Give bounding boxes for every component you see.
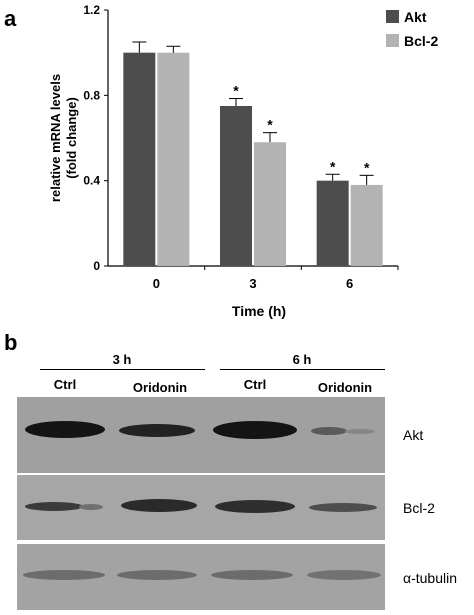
bar-akt	[220, 106, 252, 266]
significance-marker: *	[267, 117, 273, 133]
band-bcl2-ctrl-3h-tail	[79, 504, 103, 510]
row-label-bcl2: Bcl-2	[403, 500, 435, 516]
y-axis-title-line-1: relative mRNA levels	[48, 74, 63, 202]
band-akt-oridonin-6h	[311, 427, 347, 435]
band-bcl2-ctrl-6h	[215, 500, 295, 513]
legend-swatch-bcl-2	[386, 34, 399, 47]
band-tubulin-lane-1	[23, 570, 105, 580]
blot-alpha-tubulin	[17, 544, 385, 610]
y-tick-label: 0.4	[83, 174, 100, 188]
y-axis-title-line-2: (fold change)	[64, 97, 79, 179]
x-axis-title: Time (h)	[232, 303, 286, 319]
band-akt-ctrl-3h	[25, 421, 105, 438]
band-tubulin-lane-3	[211, 570, 293, 580]
bar-chart: 0 0.4 0.8 1.2 0 3 * * 6 * * Time (h) relative mRNA l…	[48, 3, 438, 319]
row-label-akt: Akt	[403, 427, 424, 443]
legend-swatch-akt	[386, 10, 399, 23]
significance-marker: *	[233, 83, 239, 99]
band-bcl2-oridonin-3h	[121, 499, 197, 512]
y-tick-label: 0	[93, 259, 100, 273]
band-tubulin-lane-2	[117, 570, 197, 580]
band-bcl2-ctrl-3h	[25, 502, 83, 511]
lane-label-ctrl-6h: Ctrl	[243, 377, 267, 392]
y-tick-label: 1.2	[83, 3, 100, 17]
band-akt-ctrl-6h	[213, 421, 297, 439]
row-label-alpha-tubulin: α-tubulin	[403, 570, 458, 586]
band-akt-oridonin-6h-tail	[345, 429, 375, 434]
legend-label-bcl-2: Bcl-2	[404, 33, 438, 49]
group-label-3h: 3 h	[112, 352, 132, 367]
x-tick-label: 3	[249, 276, 256, 291]
bar-bcl-2	[254, 142, 286, 266]
significance-marker: *	[364, 159, 370, 175]
blot-akt	[17, 397, 385, 473]
panel-a-label: a	[4, 6, 17, 31]
bar-bcl-2	[157, 52, 190, 266]
group-bracket-3h	[40, 369, 205, 370]
significance-marker: *	[330, 158, 336, 174]
blot-bcl2	[17, 475, 385, 540]
bar-bcl-2	[350, 184, 383, 266]
x-tick-label: 6	[346, 276, 353, 291]
group-label-6h: 6 h	[292, 352, 312, 367]
group-bracket-6h	[220, 369, 385, 370]
bar-akt	[316, 180, 349, 266]
lane-label-oridonin-3h: Oridonin	[132, 380, 188, 395]
lane-label-oridonin-6h: Oridonin	[317, 380, 373, 395]
band-tubulin-lane-4	[307, 570, 381, 580]
lane-label-ctrl-3h: Ctrl	[53, 377, 77, 392]
x-tick-label: 0	[153, 276, 160, 291]
y-tick-label: 0.8	[83, 88, 100, 102]
bar-akt	[123, 52, 156, 266]
band-bcl2-oridonin-6h	[309, 503, 377, 512]
legend-label-akt: Akt	[404, 9, 427, 25]
panel-b-label: b	[4, 330, 18, 355]
band-akt-oridonin-3h	[119, 424, 195, 437]
